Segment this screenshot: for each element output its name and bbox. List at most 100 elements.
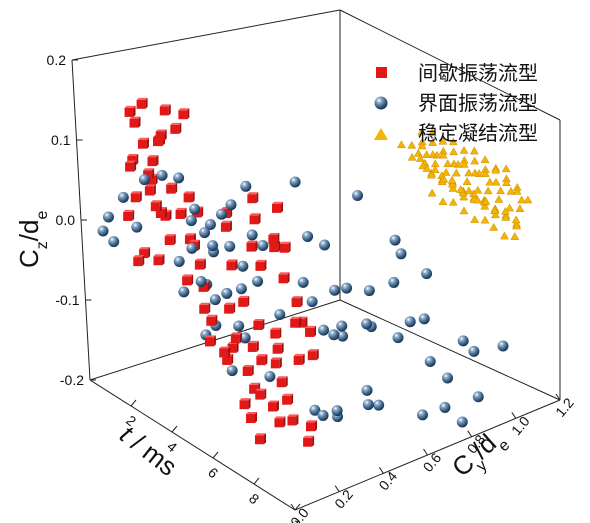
data-point-triangle	[501, 178, 511, 187]
data-point-cube	[268, 400, 279, 412]
data-point-cube	[287, 414, 299, 426]
data-point-sphere	[468, 345, 480, 357]
legend-swatch-triangle	[374, 128, 388, 140]
data-point-triangle	[422, 164, 432, 172]
data-point-cube	[175, 207, 187, 219]
data-point-sphere	[108, 236, 120, 248]
x-tick	[212, 451, 219, 459]
x-tick-label: 10	[287, 516, 309, 523]
legend-swatch-sphere	[374, 96, 388, 110]
data-point-sphere	[361, 318, 373, 330]
data-point-sphere	[195, 276, 207, 287]
data-point-cube	[150, 200, 162, 212]
data-point-triangle	[506, 186, 516, 195]
data-point-cube	[268, 233, 280, 244]
x-tick-label: 8	[246, 490, 262, 507]
y-tick	[511, 412, 517, 419]
data-point-triangle	[480, 215, 490, 224]
data-point-cube	[130, 191, 142, 203]
z-tick-label: -0.1	[55, 292, 79, 308]
data-point-cube	[159, 104, 171, 116]
data-point-triangle	[407, 152, 417, 161]
data-point-cube	[293, 353, 305, 365]
data-point-cube	[247, 192, 259, 204]
box-edge	[71, 9, 341, 61]
data-point-sphere	[257, 240, 269, 251]
data-point-sphere	[439, 401, 451, 413]
data-point-triangle	[517, 195, 527, 204]
data-point-triangle	[407, 140, 417, 149]
data-point-triangle	[491, 177, 501, 186]
data-point-sphere	[362, 399, 374, 411]
data-point-cube	[194, 258, 206, 270]
data-point-cube	[272, 201, 284, 213]
data-point-sphere	[221, 287, 233, 299]
y-tick	[378, 467, 384, 474]
data-point-triangle	[430, 165, 440, 174]
data-point-triangle	[511, 215, 521, 224]
data-point-triangle	[396, 140, 406, 149]
data-point-cube	[239, 398, 251, 410]
data-point-cube	[272, 342, 284, 354]
data-point-triangle	[489, 222, 499, 231]
legend-label: 界面振荡流型	[418, 91, 538, 115]
data-point-sphere	[319, 239, 331, 251]
data-point-sphere	[418, 313, 430, 325]
data-point-cube	[147, 155, 159, 167]
data-point-cube	[226, 259, 238, 271]
data-point-triangle	[501, 212, 511, 221]
data-point-sphere	[199, 227, 211, 239]
data-point-sphere	[246, 229, 258, 241]
data-point-triangle	[439, 174, 449, 183]
data-point-cube	[270, 327, 282, 339]
data-point-triangle	[500, 206, 510, 215]
data-point-triangle	[512, 186, 522, 195]
data-point-triangle	[470, 215, 480, 223]
data-point-cube	[230, 332, 242, 344]
data-point-cube	[136, 97, 148, 109]
data-point-triangle	[417, 127, 427, 136]
y-tick	[290, 503, 296, 511]
data-point-sphere	[215, 208, 227, 220]
data-point-sphere	[317, 409, 329, 421]
data-point-cube	[220, 220, 232, 232]
data-point-sphere	[457, 335, 469, 347]
data-point-sphere	[252, 275, 264, 287]
data-point-sphere	[456, 416, 468, 428]
data-point-triangle	[438, 136, 448, 145]
data-point-sphere	[497, 340, 509, 352]
data-point-cube	[125, 160, 137, 172]
y-tick-label: 1.0	[508, 413, 533, 438]
data-point-sphere	[302, 230, 314, 242]
data-point-cube	[139, 247, 151, 259]
data-point-sphere	[337, 330, 349, 342]
data-point-sphere	[417, 409, 429, 421]
data-point-triangle	[438, 197, 448, 206]
data-point-sphere	[131, 221, 143, 233]
data-point-cube	[247, 340, 259, 352]
x-tick-label: 6	[205, 464, 221, 481]
data-point-triangle	[443, 159, 453, 168]
y-tick	[334, 485, 340, 492]
data-point-sphere	[318, 324, 330, 336]
y-tick-label: 0.6	[420, 450, 445, 475]
data-point-sphere	[421, 268, 433, 280]
data-point-triangle	[417, 141, 427, 150]
data-point-cube	[129, 116, 141, 128]
data-point-cube	[254, 433, 266, 445]
data-point-triangle	[448, 137, 458, 146]
data-point-cube	[182, 274, 194, 286]
data-point-cube	[278, 272, 290, 284]
data-point-sphere	[389, 234, 401, 246]
data-point-triangle	[515, 204, 525, 212]
data-point-sphere	[289, 176, 301, 188]
data-point-sphere	[442, 372, 454, 384]
data-point-cube	[246, 240, 258, 252]
data-point-cube	[155, 129, 167, 141]
data-point-cube	[143, 168, 155, 180]
data-point-triangle	[413, 148, 423, 157]
data-point-sphere	[173, 255, 185, 267]
data-point-cube	[164, 234, 176, 246]
data-point-triangle	[473, 185, 483, 194]
data-point-triangle	[451, 168, 461, 177]
